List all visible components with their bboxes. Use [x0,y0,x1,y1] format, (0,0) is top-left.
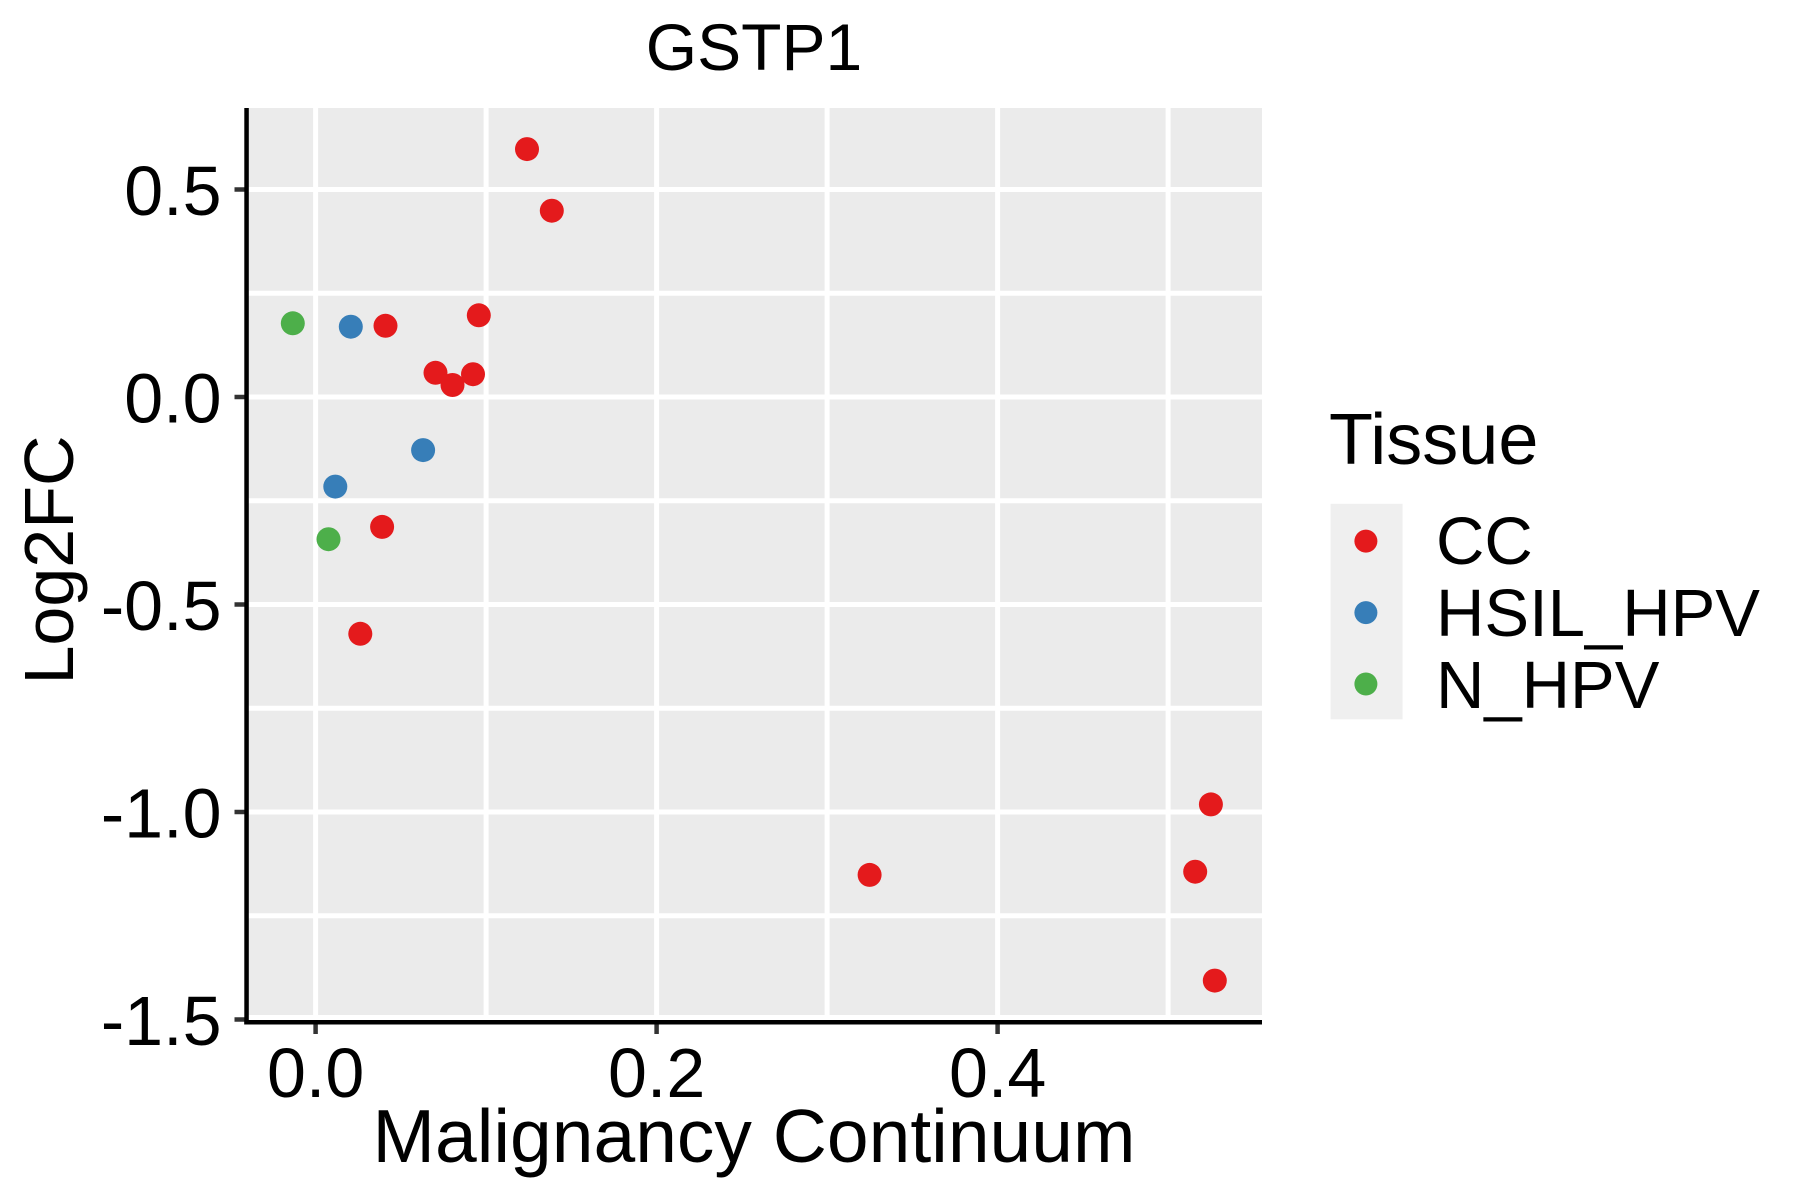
svg-text:Log2FC: Log2FC [10,435,88,684]
svg-text:GSTP1: GSTP1 [646,10,862,84]
svg-text:Malignancy Continuum: Malignancy Continuum [373,1094,1136,1178]
svg-text:-1.5: -1.5 [101,982,222,1060]
svg-text:0.2: 0.2 [608,1034,705,1112]
svg-text:0.4: 0.4 [949,1034,1046,1112]
svg-text:CC: CC [1436,504,1533,579]
svg-text:-1.0: -1.0 [101,775,222,853]
svg-text:Tissue: Tissue [1329,400,1538,480]
svg-text:0.5: 0.5 [124,152,221,230]
svg-text:0.0: 0.0 [267,1034,364,1112]
svg-text:-0.5: -0.5 [101,567,222,645]
svg-text:HSIL_HPV: HSIL_HPV [1436,576,1760,651]
svg-text:0.0: 0.0 [124,360,221,438]
svg-text:N_HPV: N_HPV [1436,648,1660,723]
